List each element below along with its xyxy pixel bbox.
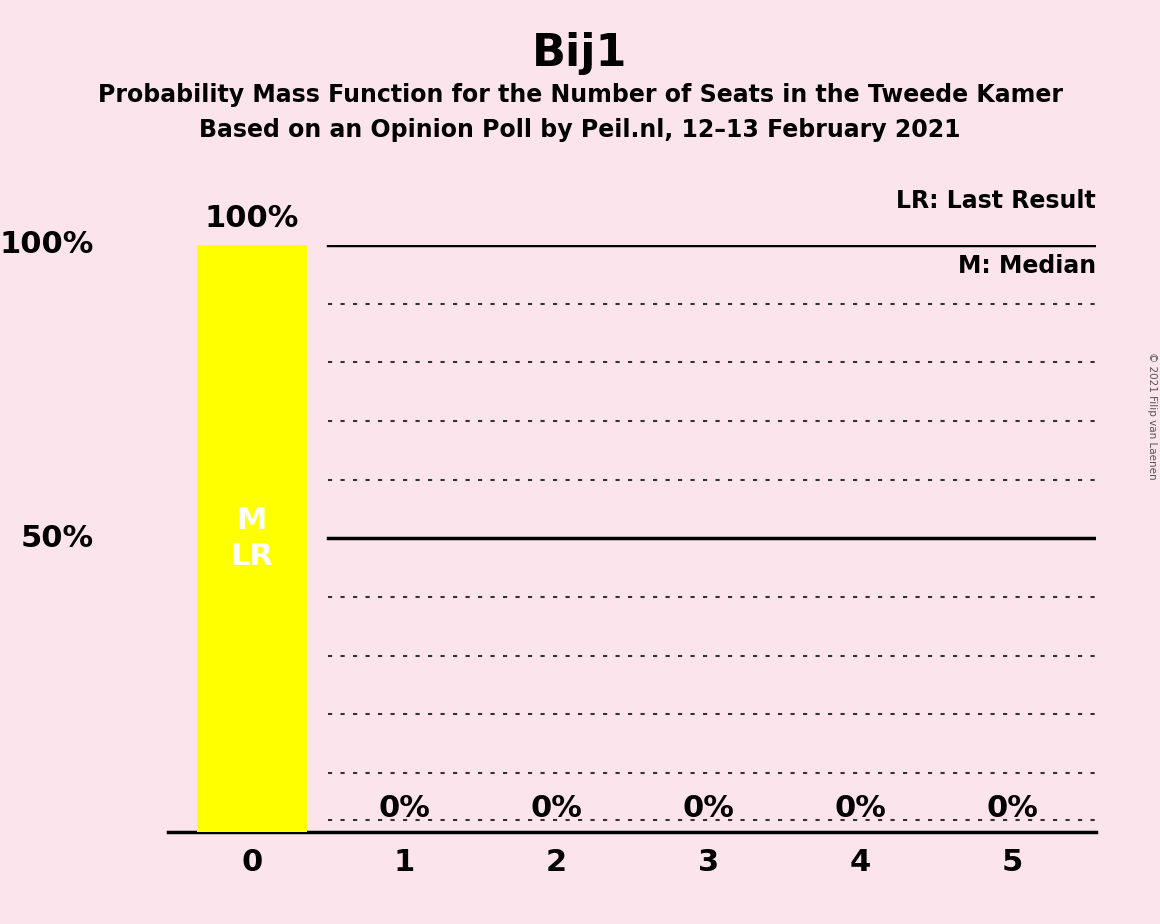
- Text: LR: Last Result: LR: Last Result: [897, 188, 1096, 213]
- Text: 0%: 0%: [378, 794, 430, 822]
- Text: Based on an Opinion Poll by Peil.nl, 12–13 February 2021: Based on an Opinion Poll by Peil.nl, 12–…: [200, 118, 960, 142]
- Text: M: Median: M: Median: [958, 254, 1096, 277]
- Text: 0%: 0%: [834, 794, 886, 822]
- Text: Probability Mass Function for the Number of Seats in the Tweede Kamer: Probability Mass Function for the Number…: [97, 83, 1063, 107]
- Text: Bij1: Bij1: [532, 32, 628, 76]
- Bar: [197, 245, 306, 832]
- Text: 0%: 0%: [987, 794, 1038, 822]
- Text: 0%: 0%: [682, 794, 734, 822]
- Text: M
LR: M LR: [231, 505, 274, 571]
- Text: 100%: 100%: [0, 230, 94, 260]
- Text: © 2021 Filip van Laenen: © 2021 Filip van Laenen: [1147, 352, 1157, 480]
- Text: 50%: 50%: [21, 524, 94, 553]
- Text: 100%: 100%: [204, 204, 299, 233]
- Text: 0%: 0%: [530, 794, 582, 822]
